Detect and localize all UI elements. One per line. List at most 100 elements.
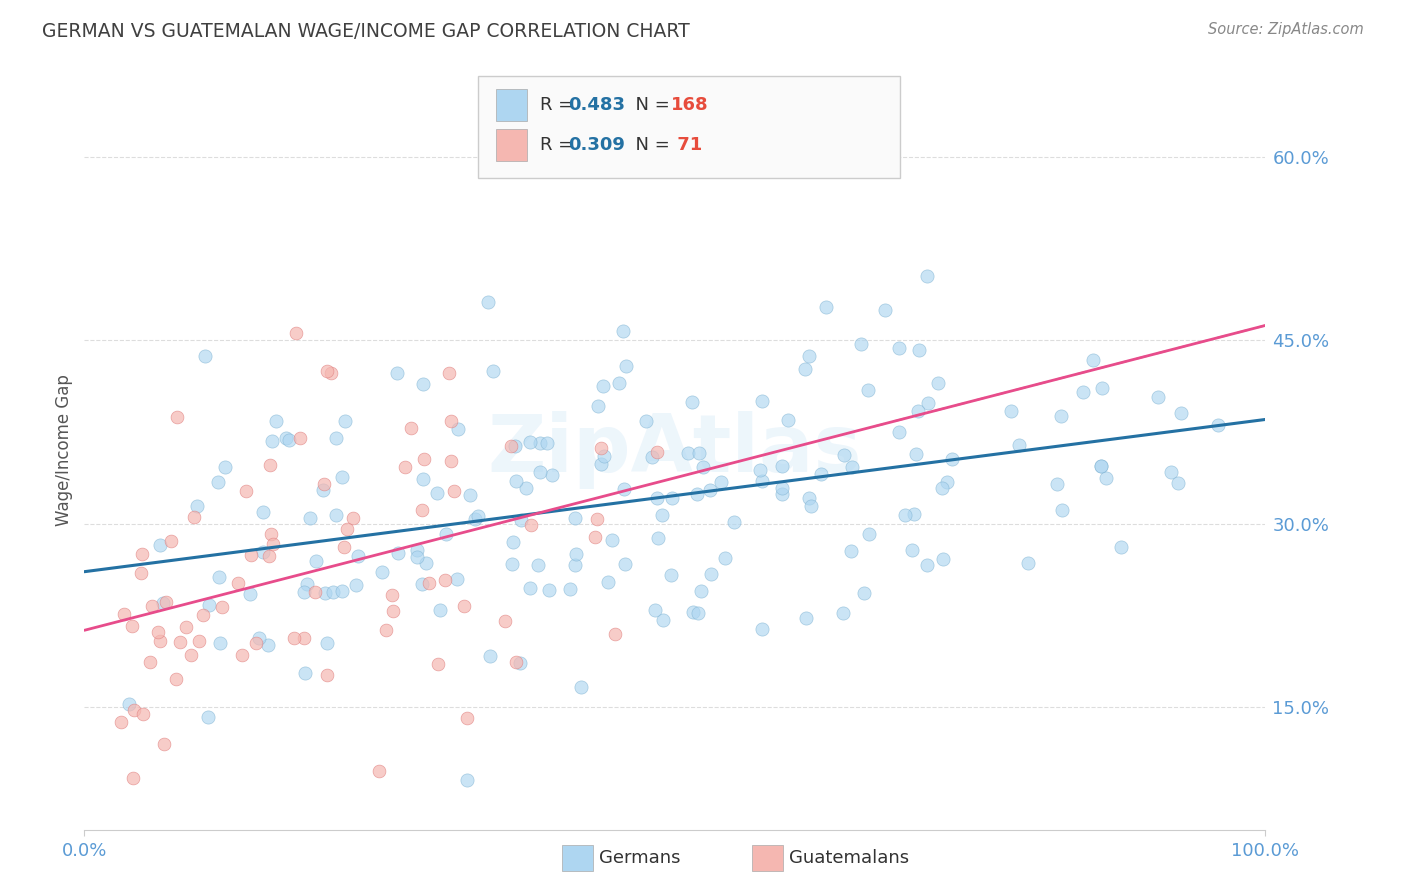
Point [585,512,607,526]
Point [411,577,433,591]
Point [367,764,389,779]
Point [564,547,586,561]
Point [593,449,616,463]
Point [312,476,335,491]
Point [1091,381,1114,395]
Point [180,648,202,663]
Point [112,607,135,621]
Point [505,439,527,453]
Point [197,599,219,613]
Point [434,526,457,541]
Point [257,549,280,563]
Point [800,500,823,514]
Point [193,607,215,622]
Point [153,737,176,751]
Point [699,483,721,498]
Point [501,557,523,571]
Point [529,465,551,479]
Point [592,378,614,392]
Point [294,665,316,680]
Point [149,634,172,648]
Point [927,376,949,391]
Point [297,576,319,591]
Point [406,542,429,557]
Point [851,336,873,351]
Point [832,448,855,462]
Point [612,324,634,338]
Point [841,459,863,474]
Point [316,364,339,378]
Point [411,503,433,517]
Point [477,295,499,310]
Point [900,543,922,558]
Point [600,533,623,548]
Point [316,635,339,649]
Point [797,350,820,364]
Point [262,537,284,551]
Point [247,632,270,646]
Point [645,491,668,506]
Point [314,586,336,600]
Point [692,460,714,475]
Point [146,624,169,639]
Point [166,409,188,424]
Point [641,450,664,465]
Point [197,709,219,723]
Point [564,558,586,572]
Point [688,446,710,460]
Point [336,522,359,536]
Point [917,269,939,284]
Point [322,585,344,599]
Point [510,513,533,527]
Point [186,499,208,513]
Point [188,634,211,648]
Point [467,508,489,523]
Point [1170,406,1192,420]
Point [1095,471,1118,485]
Point [165,672,187,686]
Point [311,483,333,497]
Point [644,602,666,616]
Point [245,636,267,650]
Point [613,557,636,571]
Text: R =: R = [540,136,579,154]
Point [505,656,527,670]
Text: Guatemalans: Guatemalans [789,849,908,867]
Point [385,366,408,380]
Point [931,481,953,495]
Point [278,434,301,448]
Point [283,631,305,645]
Point [1167,476,1189,491]
Point [583,530,606,544]
Y-axis label: Wage/Income Gap: Wage/Income Gap [55,375,73,526]
Point [208,636,231,650]
Point [905,447,928,461]
Point [661,491,683,506]
Text: R =: R = [540,96,579,114]
Point [252,545,274,559]
Point [207,475,229,489]
Point [231,648,253,662]
Point [690,584,713,599]
Point [121,619,143,633]
Point [751,393,773,408]
Point [1000,403,1022,417]
Point [208,570,231,584]
Point [131,547,153,561]
Point [456,711,478,725]
Point [794,611,817,625]
Point [333,540,356,554]
Point [139,655,162,669]
Point [799,491,821,506]
Point [381,604,404,618]
Point [413,452,436,467]
Point [1046,477,1069,491]
Point [235,484,257,499]
Point [129,566,152,580]
Point [536,436,558,450]
Point [264,414,287,428]
Point [152,596,174,610]
Point [699,566,721,581]
Point [932,552,955,566]
Point [591,457,613,471]
